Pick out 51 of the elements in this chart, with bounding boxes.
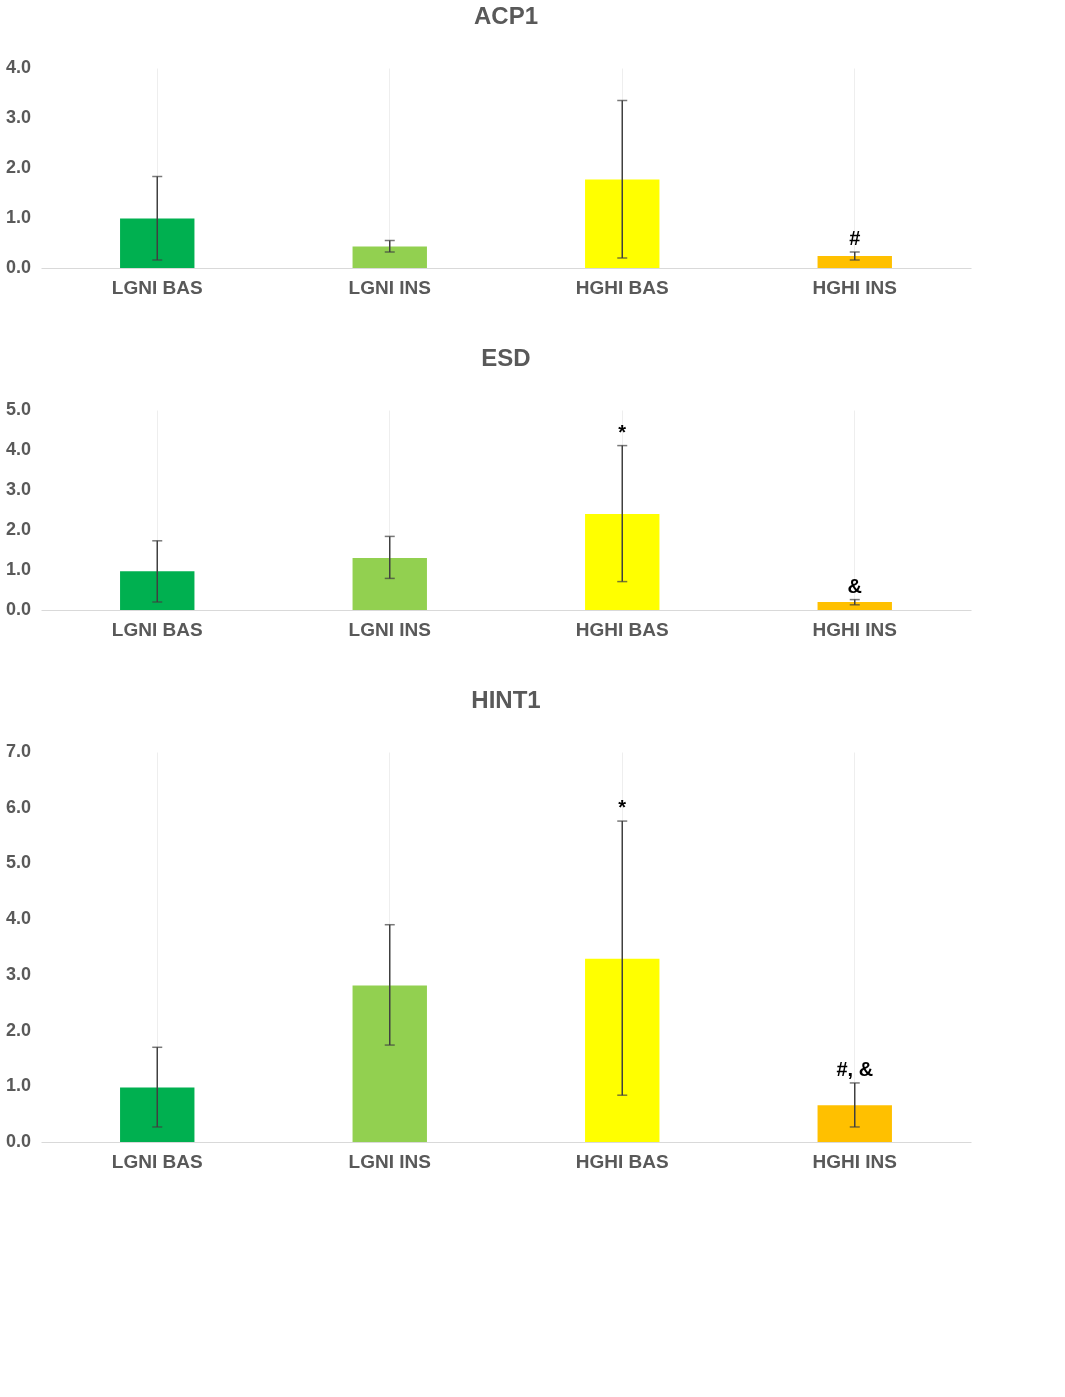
- y-tick-label: 5.0: [5, 399, 31, 419]
- x-tick-label: LGNI INS: [348, 618, 431, 640]
- annotation: *: [618, 420, 627, 443]
- bar: [585, 958, 660, 1142]
- y-tick-label: 1.0: [5, 559, 31, 579]
- x-tick-label: LGNI BAS: [111, 276, 203, 298]
- bar: [817, 256, 892, 268]
- y-tick-label: 2.0: [5, 157, 31, 177]
- bar: [817, 1105, 892, 1142]
- bar: [585, 179, 660, 268]
- bar: [352, 246, 427, 268]
- y-tick-label: 2.0: [5, 1019, 31, 1040]
- bar: [120, 1087, 195, 1142]
- y-tick-label: 4.0: [5, 57, 31, 77]
- annotation: #: [849, 227, 861, 249]
- y-tick-label: 2.0: [5, 519, 31, 539]
- bar: [352, 558, 427, 610]
- bar: [585, 514, 660, 610]
- y-tick-label: 3.0: [5, 107, 31, 127]
- annotation: #, &: [836, 1057, 874, 1080]
- x-tick-label: LGNI BAS: [111, 618, 203, 640]
- y-tick-label: 7.0: [5, 741, 31, 761]
- x-tick-label: HGHI INS: [812, 618, 897, 640]
- chart-title: HINT1: [471, 686, 541, 713]
- bar: [120, 218, 195, 268]
- bar: [352, 985, 427, 1142]
- x-tick-label: HGHI BAS: [575, 1150, 669, 1172]
- x-tick-label: HGHI INS: [812, 1150, 897, 1172]
- y-tick-label: 3.0: [5, 479, 31, 499]
- y-tick-label: 4.0: [5, 439, 31, 459]
- chart-title: ESD: [481, 344, 531, 371]
- annotation: &: [847, 574, 862, 597]
- y-tick-label: 3.0: [5, 963, 31, 984]
- bar: [120, 571, 195, 610]
- y-tick-label: 1.0: [5, 207, 31, 227]
- y-tick-label: 4.0: [5, 908, 31, 929]
- y-tick-label: 0.0: [5, 257, 31, 277]
- x-tick-label: HGHI BAS: [575, 276, 669, 298]
- x-tick-label: HGHI BAS: [575, 618, 669, 640]
- annotation: *: [618, 796, 627, 819]
- y-tick-label: 0.0: [5, 599, 31, 619]
- y-tick-label: 5.0: [5, 852, 31, 873]
- y-tick-label: 0.0: [5, 1131, 31, 1151]
- chart-title: ACP1: [473, 2, 539, 29]
- bar: [817, 602, 892, 610]
- x-tick-label: LGNI INS: [348, 276, 431, 298]
- x-tick-label: HGHI INS: [812, 276, 897, 298]
- x-tick-label: LGNI BAS: [111, 1150, 203, 1172]
- x-tick-label: LGNI INS: [348, 1150, 431, 1172]
- y-tick-label: 6.0: [5, 796, 31, 817]
- y-tick-label: 1.0: [5, 1075, 31, 1096]
